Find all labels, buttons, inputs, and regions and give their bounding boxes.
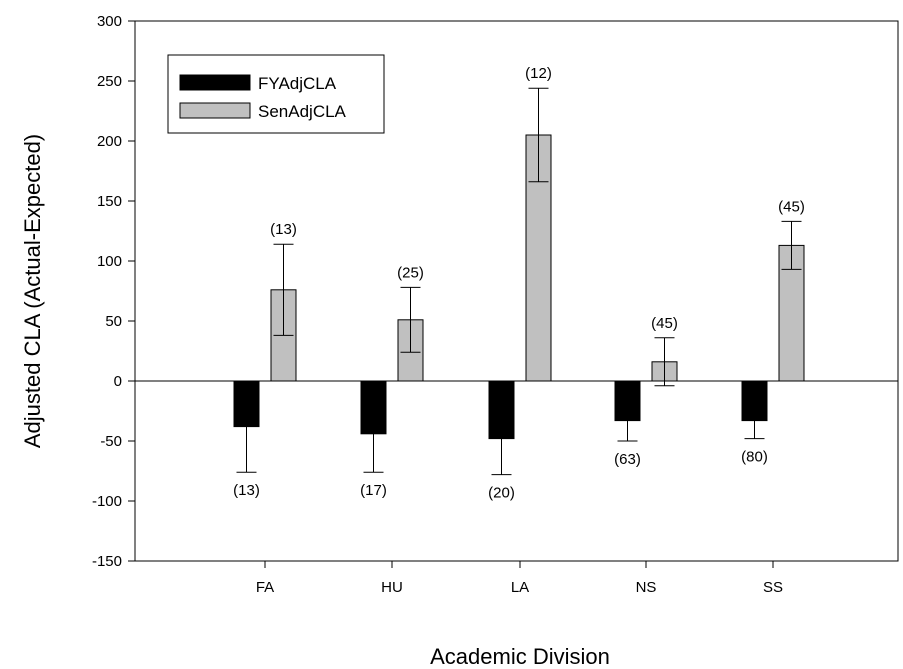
- y-tick-label: 0: [114, 373, 122, 390]
- x-tick-label-ss: SS: [763, 579, 783, 596]
- legend-box: [167, 54, 385, 134]
- error-bars: [236, 87, 802, 476]
- y-axis-title: Adjusted CLA (Actual-Expected): [20, 134, 45, 448]
- n-label-senadjcla-ns: (45): [651, 315, 678, 332]
- y-tick-label: -50: [100, 433, 122, 450]
- y-tick-label: 100: [97, 253, 122, 270]
- y-tick-label: 50: [105, 313, 122, 330]
- bar-fyadjcla-ns: [614, 380, 641, 422]
- x-tick-label-fa: FA: [256, 579, 274, 596]
- plot-frame: [134, 20, 899, 562]
- y-tick-label: 300: [97, 13, 122, 30]
- x-tick-label-hu: HU: [381, 579, 403, 596]
- y-tick-label: -100: [92, 493, 122, 510]
- y-tick-label: 250: [97, 73, 122, 90]
- legend-label-senadjcla: SenAdjCLA: [258, 102, 347, 121]
- y-tick-label: -150: [92, 553, 122, 570]
- legend-label-fyadjcla: FYAdjCLA: [258, 74, 337, 93]
- legend-swatch-fyadjcla: [179, 74, 251, 91]
- y-tick-label: 200: [97, 133, 122, 150]
- x-axis-title: Academic Division: [430, 644, 610, 669]
- y-tick-label: 150: [97, 193, 122, 210]
- legend-swatch-senadjcla: [179, 102, 251, 119]
- n-label-fyadjcla-ns: (63): [614, 451, 641, 468]
- bar-fyadjcla-ss: [741, 380, 768, 422]
- sample-size-labels: (13) (17) (20) (63) (80) (13) (25) (12) (45) (45): [233, 65, 805, 501]
- x-axis-ticks: FA HU LA NS SS: [256, 561, 783, 596]
- n-label-fyadjcla-ss: (80): [741, 449, 768, 466]
- n-label-senadjcla-ss: (45): [778, 198, 805, 215]
- n-label-fyadjcla-fa: (13): [233, 482, 260, 499]
- n-label-fyadjcla-la: (20): [488, 485, 515, 502]
- x-tick-label-la: LA: [511, 579, 529, 596]
- n-label-senadjcla-hu: (25): [397, 264, 424, 281]
- y-axis-ticks: -150 -100 -50 0 50 100 150 200 250 300: [92, 13, 135, 570]
- bar-fyadjcla-fa: [233, 380, 260, 428]
- legend: FYAdjCLA SenAdjCLA: [167, 54, 385, 134]
- n-label-senadjcla-fa: (13): [270, 221, 297, 238]
- n-label-fyadjcla-hu: (17): [360, 482, 387, 499]
- n-label-senadjcla-la: (12): [525, 65, 552, 82]
- bar-fyadjcla-hu: [360, 380, 387, 435]
- bar-fyadjcla-la: [488, 380, 515, 440]
- bars: [233, 134, 805, 440]
- x-tick-label-ns: NS: [636, 579, 657, 596]
